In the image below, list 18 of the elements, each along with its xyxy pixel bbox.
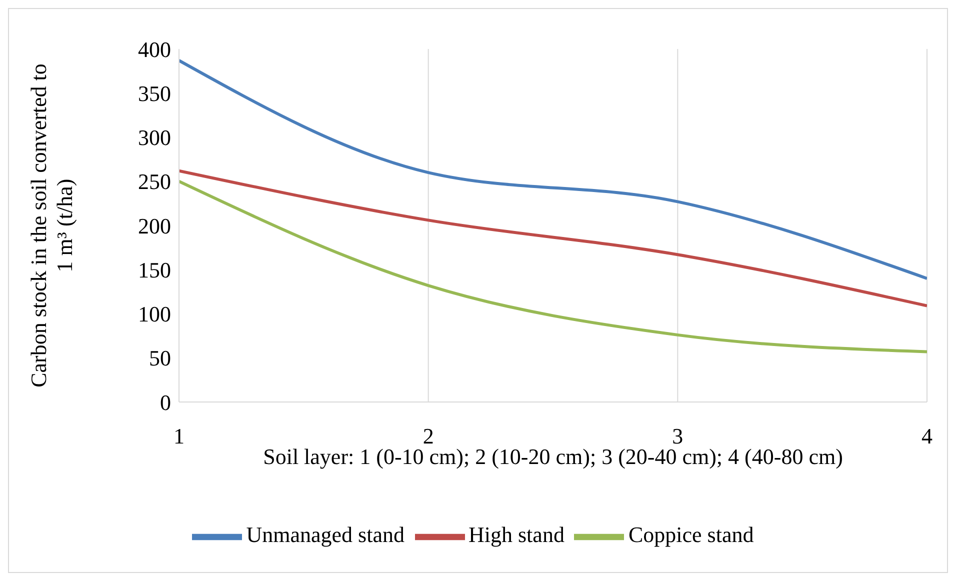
y-tick-label: 400 <box>138 36 171 62</box>
legend-label: Coppice stand <box>628 522 754 548</box>
y-tick-label: 350 <box>138 80 171 106</box>
x-tick-label: 1 <box>174 424 184 449</box>
y-tick-label: 250 <box>138 169 171 194</box>
y-axis-title: Carbon stock in the soil converted to 1 m³ (t/ha) <box>26 64 77 388</box>
y-tick-label: 100 <box>138 302 171 327</box>
line-series <box>179 58 927 280</box>
x-tick-label: 4 <box>922 424 932 449</box>
y-tick-label: 150 <box>138 257 171 282</box>
line-series <box>179 180 927 354</box>
y-tick-label: 0 <box>160 390 171 415</box>
line-series <box>179 169 927 308</box>
legend-label: Unmanaged stand <box>246 522 404 548</box>
y-tick-label: 200 <box>138 213 171 238</box>
y-tick-label: 300 <box>138 125 171 150</box>
legend-label: High stand <box>468 522 564 548</box>
y-tick-label: 50 <box>149 346 171 371</box>
